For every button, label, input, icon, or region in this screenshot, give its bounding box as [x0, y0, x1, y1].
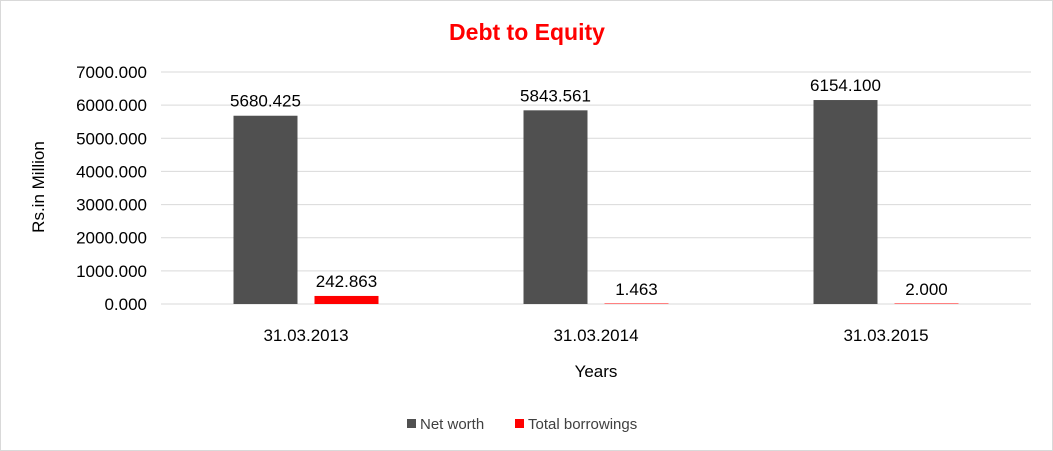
x-tick-label: 31.03.2013: [263, 326, 348, 345]
bar-total-borrowings: [894, 303, 959, 304]
legend-label: Total borrowings: [528, 416, 637, 433]
x-tick-label: 31.03.2014: [553, 326, 638, 345]
legend: Net worth Total borrowings: [407, 416, 637, 433]
gridlines: [161, 71, 1031, 305]
y-axis-title: Rs.in Million: [29, 141, 48, 233]
x-axis-title: Years: [575, 362, 618, 381]
x-axis-ticks: 31.03.2013 31.03.2014 31.03.2015: [263, 326, 928, 345]
data-labels: 5680.425 242.863 5843.561 1.463 6154.100 2.00…: [230, 76, 948, 299]
y-tick-label: 4000.000: [76, 162, 147, 181]
y-tick-label: 3000.000: [76, 196, 147, 215]
y-tick-label: 1000.000: [76, 262, 147, 281]
y-tick-label: 0.000: [104, 295, 147, 314]
bar-total-borrowings: [314, 295, 379, 304]
y-tick-label: 7000.000: [76, 63, 147, 82]
data-label: 2.000: [905, 280, 948, 299]
data-label: 1.463: [615, 280, 658, 299]
data-label: 6154.100: [810, 76, 881, 95]
x-tick-label: 31.03.2015: [843, 326, 928, 345]
y-tick-label: 6000.000: [76, 96, 147, 115]
data-label: 242.863: [316, 272, 377, 291]
data-label: 5680.425: [230, 92, 301, 111]
bars: [233, 100, 959, 304]
y-tick-label: 2000.000: [76, 229, 147, 248]
y-axis-ticks: 0.000 1000.000 2000.000 3000.000 4000.000 500…: [76, 63, 147, 314]
data-label: 5843.561: [520, 86, 591, 105]
legend-swatch: [407, 419, 416, 428]
legend-label: Net worth: [420, 416, 484, 433]
y-tick-label: 5000.000: [76, 129, 147, 148]
bar-net-worth: [233, 115, 298, 304]
chart-title: Debt to Equity: [449, 19, 605, 45]
bar-net-worth: [523, 110, 588, 304]
bar-total-borrowings: [604, 303, 669, 304]
bar-net-worth: [813, 100, 878, 304]
legend-swatch: [515, 419, 524, 428]
